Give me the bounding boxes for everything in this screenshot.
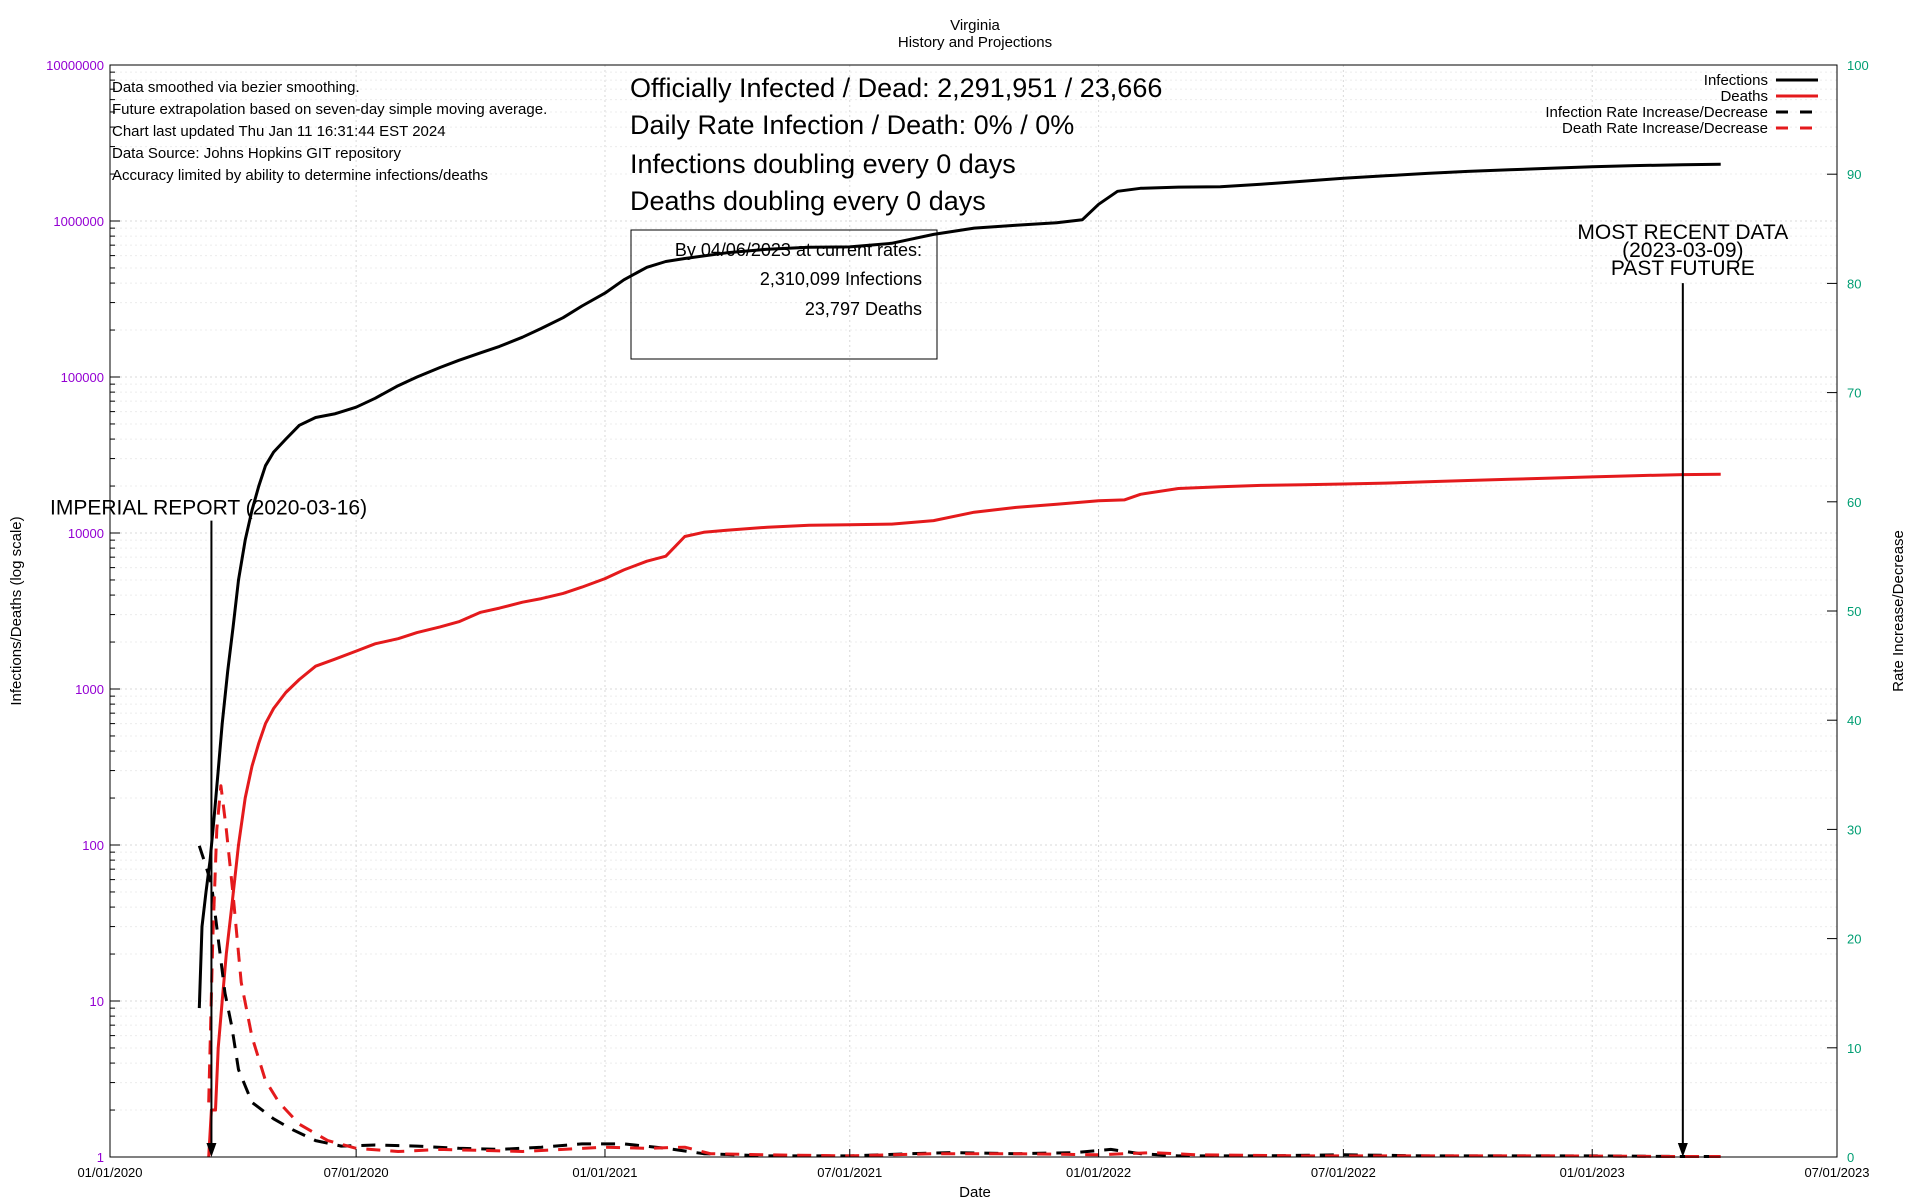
y2-axis-label: Rate Increase/Decrease xyxy=(1890,530,1907,692)
event-marker-label: (2023-03-09) xyxy=(1622,239,1743,262)
x-tick-label: 01/01/2021 xyxy=(572,1165,637,1180)
headline-line: Deaths doubling every 0 days xyxy=(630,186,986,216)
projection-box: By 04/06/2023 at current rates: 2,310,09… xyxy=(630,229,938,360)
y2-tick-label: 50 xyxy=(1847,604,1861,619)
note-line: Future extrapolation based on seven-day … xyxy=(112,101,547,118)
series-layer xyxy=(197,162,1721,1158)
y-tick-label: 1000000 xyxy=(53,214,104,229)
headline-line: Infections doubling every 0 days xyxy=(630,149,1016,179)
x-tick-label: 07/01/2021 xyxy=(817,1165,882,1180)
x-tick-label: 07/01/2022 xyxy=(1311,1165,1376,1180)
note-line: Data smoothed via bezier smoothing. xyxy=(112,79,360,96)
y2-tick-label: 10 xyxy=(1847,1041,1861,1056)
x-tick-label: 01/01/2020 xyxy=(77,1165,142,1180)
y2-tick-label: 0 xyxy=(1847,1150,1854,1165)
y2-tick-label: 40 xyxy=(1847,713,1861,728)
y-tick-label: 10000 xyxy=(68,526,104,541)
y2-tick-label: 100 xyxy=(1847,58,1869,73)
death-rate-line xyxy=(207,784,1721,1158)
headline-line: Officially Infected / Dead: 2,291,951 / … xyxy=(630,73,1162,103)
y-tick-label: 10000000 xyxy=(46,58,104,73)
projection-line: 2,310,099 Infections xyxy=(760,269,922,289)
chart-subtitle: History and Projections xyxy=(898,34,1052,51)
infections-line xyxy=(197,162,1721,1009)
headline-block: Officially Infected / Dead: 2,291,951 / … xyxy=(630,73,1162,216)
x-tick-label: 07/01/2020 xyxy=(324,1165,389,1180)
event-marker-arrowhead xyxy=(206,1143,217,1157)
notes-block: Data smoothed via bezier smoothing. Futu… xyxy=(112,79,547,184)
marker-layer: IMPERIAL REPORT (2020-03-16) MOST RECENT … xyxy=(50,221,1788,1157)
event-marker-arrowhead xyxy=(1677,1143,1688,1157)
headline-line: Daily Rate Infection / Death: 0% / 0% xyxy=(630,110,1074,140)
event-marker-label: MOST RECENT DATA xyxy=(1577,221,1788,244)
legend-label: Infection Rate Increase/Decrease xyxy=(1545,104,1768,121)
chart-title: Virginia xyxy=(950,17,1000,34)
projection-box-frame xyxy=(630,229,938,360)
projection-line: By 04/06/2023 at current rates: xyxy=(675,240,922,260)
legend-label: Infections xyxy=(1704,72,1768,89)
x-tick-label: 01/01/2022 xyxy=(1066,1165,1131,1180)
y2-tick-label: 20 xyxy=(1847,932,1861,947)
y2-tick-label: 90 xyxy=(1847,167,1861,182)
y-tick-label: 100000 xyxy=(61,370,104,385)
x-tick-label: 01/01/2023 xyxy=(1560,1165,1625,1180)
event-marker-label: IMPERIAL REPORT (2020-03-16) xyxy=(50,497,367,520)
y-tick-label: 10 xyxy=(90,994,104,1009)
event-marker-label: PAST FUTURE xyxy=(1611,257,1755,280)
y-axis-label: Infections/Deaths (log scale) xyxy=(8,516,25,705)
legend-label: Deaths xyxy=(1720,88,1768,105)
x-axis-label: Date xyxy=(959,1184,991,1200)
y2-tick-label: 60 xyxy=(1847,495,1861,510)
y-tick-label: 1 xyxy=(97,1150,104,1165)
legend-label: Death Rate Increase/Decrease xyxy=(1562,120,1768,137)
note-line: Chart last updated Thu Jan 11 16:31:44 E… xyxy=(112,123,446,140)
y2-tick-label: 30 xyxy=(1847,822,1861,837)
infection-rate-line xyxy=(197,845,1721,1158)
y-tick-label: 100 xyxy=(82,838,104,853)
deaths-line xyxy=(207,472,1721,1158)
projection-line: 23,797 Deaths xyxy=(805,299,922,319)
x-tick-label: 07/01/2023 xyxy=(1804,1165,1869,1180)
y2-tick-label: 70 xyxy=(1847,386,1861,401)
axis-layer: 01/01/2020 07/01/2020 01/01/2021 07/01/2021… xyxy=(46,58,1869,1180)
y-tick-label: 1000 xyxy=(75,682,104,697)
note-line: Data Source: Johns Hopkins GIT repositor… xyxy=(112,145,402,162)
note-line: Accuracy limited by ability to determine… xyxy=(112,167,488,184)
legend: Infections Deaths Infection Rate Increas… xyxy=(1545,72,1818,137)
y2-tick-label: 80 xyxy=(1847,276,1861,291)
